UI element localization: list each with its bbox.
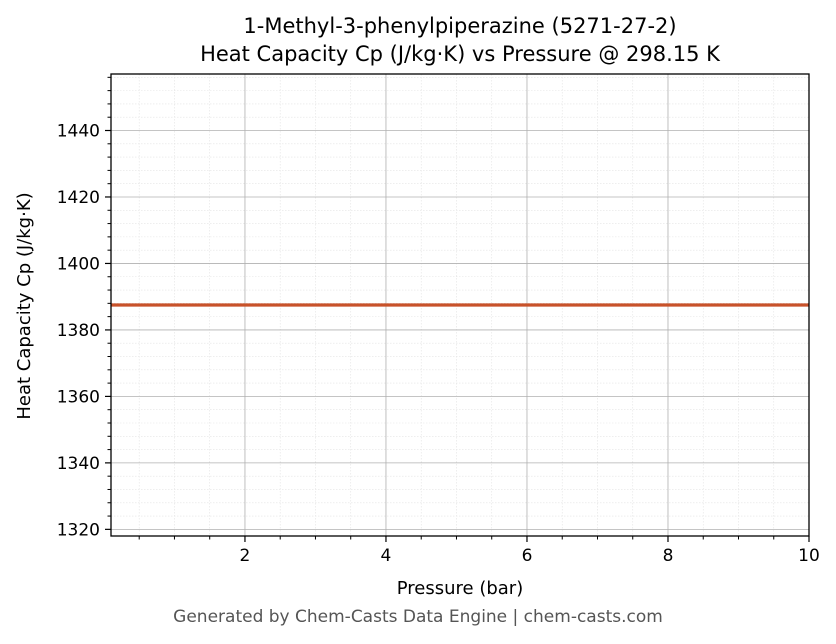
- tick-labels: 2 4 6 8 10 1320 1340 1360 1380 1400 1420 1440: [57, 122, 820, 566]
- x-axis-label: Pressure (bar): [397, 578, 523, 599]
- y-tick-label: 1440: [57, 122, 100, 142]
- chart-title-line2: Heat Capacity Cp (J/kg·K) vs Pressure @ …: [200, 42, 721, 66]
- y-tick-label: 1400: [57, 254, 100, 274]
- footer-credit: Generated by Chem-Casts Data Engine | ch…: [173, 607, 663, 627]
- y-tick-label: 1420: [57, 188, 100, 208]
- minor-grid: [111, 74, 809, 536]
- y-axis-label: Heat Capacity Cp (J/kg·K): [14, 192, 35, 419]
- x-tick-label: 4: [381, 546, 392, 566]
- y-tick-label: 1360: [57, 387, 100, 407]
- y-tick-label: 1380: [57, 321, 100, 341]
- plot-frame: [110, 73, 810, 537]
- y-tick-label: 1320: [57, 520, 100, 540]
- x-tick-label: 6: [522, 546, 533, 566]
- x-tick-label: 10: [798, 546, 820, 566]
- x-tick-label: 2: [240, 546, 251, 566]
- x-tick-label: 8: [663, 546, 674, 566]
- axis-ticks: [105, 76, 810, 542]
- y-tick-label: 1340: [57, 454, 100, 474]
- chart-title-line1: 1-Methyl-3-phenylpiperazine (5271-27-2): [243, 14, 676, 38]
